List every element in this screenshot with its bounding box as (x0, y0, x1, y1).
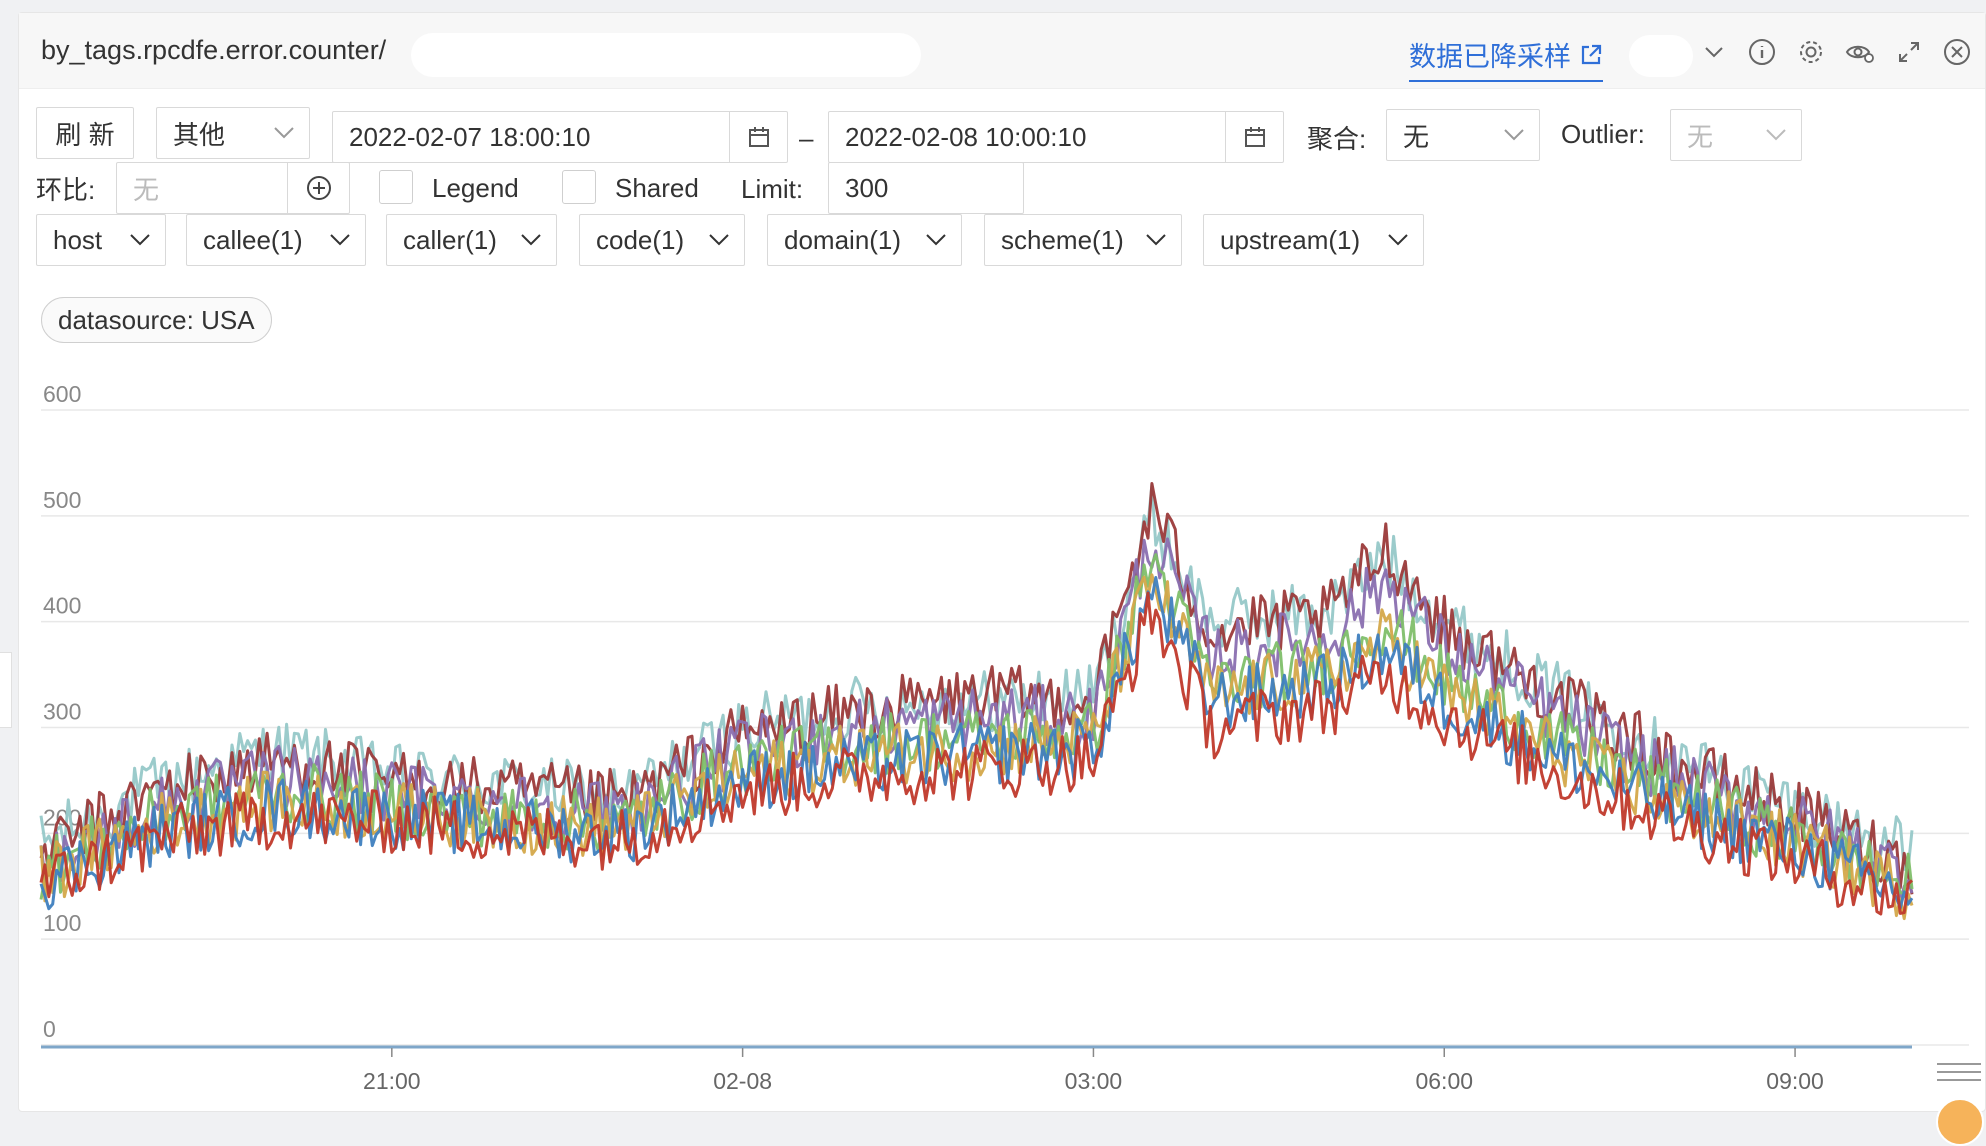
gear-icon[interactable] (1796, 37, 1826, 67)
datasource-chip[interactable]: datasource: USA (41, 297, 272, 343)
compare-placeholder: 无 (133, 174, 160, 205)
legend-checkbox[interactable] (379, 170, 413, 204)
agg-select-value: 无 (1403, 121, 1430, 152)
outlier-select-value: 无 (1687, 121, 1714, 152)
filter-5[interactable]: scheme(1) (984, 214, 1182, 266)
end-time-input[interactable]: 2022-02-08 10:00:10 (828, 111, 1284, 163)
x-tick-label: 03:00 (1065, 1068, 1123, 1094)
chevron-down-icon (130, 234, 150, 246)
chevron-down-icon (1504, 129, 1524, 141)
redacted-user (1629, 35, 1693, 77)
calendar-icon[interactable] (729, 112, 787, 162)
y-tick-label: 600 (43, 381, 81, 407)
other-select[interactable]: 其他 (156, 107, 310, 159)
chevron-down-icon (709, 234, 729, 246)
chart-panel: by_tags.rpcdfe.error.counter/ 数据已降采样 (18, 12, 1986, 1112)
y-tick-label: 300 (43, 699, 81, 725)
start-time-input[interactable]: 2022-02-07 18:00:10 (332, 111, 788, 163)
chevron-down-icon[interactable] (1699, 37, 1729, 67)
downsample-label: 数据已降采样 (1409, 42, 1571, 72)
datasource-chip-label: datasource: USA (58, 304, 255, 335)
filter-label: upstream(1) (1220, 224, 1361, 255)
chevron-down-icon (926, 234, 946, 246)
compare-input[interactable]: 无 (116, 162, 350, 214)
filter-label: scheme(1) (1001, 224, 1124, 255)
chevron-down-icon (1766, 129, 1786, 141)
outlier-select[interactable]: 无 (1670, 109, 1802, 161)
close-icon[interactable] (1942, 37, 1972, 67)
legend-label: Legend (432, 173, 519, 203)
expand-icon[interactable] (1894, 37, 1924, 67)
start-time-value: 2022-02-07 18:00:10 (349, 121, 591, 152)
downsample-link[interactable]: 数据已降采样 (1409, 35, 1603, 82)
assistant-avatar[interactable] (1936, 1098, 1984, 1146)
filter-1[interactable]: callee(1) (186, 214, 366, 266)
chevron-down-icon (330, 234, 350, 246)
limit-label: Limit: (741, 174, 804, 204)
filter-0[interactable]: host (36, 214, 166, 266)
chevron-down-icon (274, 127, 294, 139)
side-collapse-tab[interactable] (0, 652, 12, 728)
y-tick-label: 500 (43, 487, 81, 513)
limit-input[interactable]: 300 (828, 162, 1024, 214)
filter-label: host (53, 224, 103, 255)
filter-2[interactable]: caller(1) (386, 214, 557, 266)
shared-checkbox[interactable] (562, 170, 596, 204)
filter-label: callee(1) (203, 224, 303, 255)
filter-6[interactable]: upstream(1) (1203, 214, 1424, 266)
y-tick-label: 0 (43, 1016, 56, 1042)
x-tick-label: 02-08 (713, 1068, 772, 1094)
series-line (39, 591, 1914, 916)
x-tick-label: 06:00 (1415, 1068, 1473, 1094)
compare-label: 环比: (36, 175, 96, 205)
outlier-label: Outlier: (1561, 119, 1645, 149)
menu-lines-icon[interactable] (1937, 1063, 1981, 1087)
agg-select[interactable]: 无 (1386, 109, 1540, 161)
chevron-down-icon (1146, 234, 1166, 246)
y-tick-label: 100 (43, 910, 81, 936)
range-separator: – (799, 123, 814, 153)
filter-label: code(1) (596, 224, 685, 255)
series-line (39, 573, 1914, 921)
refresh-button[interactable]: 刷 新 (36, 107, 134, 159)
add-compare-icon[interactable] (287, 163, 349, 213)
metric-title: by_tags.rpcdfe.error.counter/ (41, 35, 387, 65)
other-select-value: 其他 (173, 119, 226, 150)
series-line (39, 576, 1914, 911)
shared-label: Shared (615, 173, 699, 203)
external-link-icon (1581, 44, 1602, 64)
x-tick-label: 21:00 (363, 1068, 421, 1094)
chevron-down-icon (1388, 234, 1408, 246)
x-tick-label: 09:00 (1766, 1068, 1824, 1094)
refresh-label: 刷 新 (55, 119, 115, 150)
chevron-down-icon (521, 234, 541, 246)
info-icon[interactable] (1747, 37, 1777, 67)
panel-header: by_tags.rpcdfe.error.counter/ 数据已降采样 (19, 13, 1985, 89)
filter-4[interactable]: domain(1) (767, 214, 962, 266)
calendar-icon[interactable] (1225, 112, 1283, 162)
filter-label: domain(1) (784, 224, 902, 255)
agg-label: 聚合: (1307, 124, 1367, 154)
filter-label: caller(1) (403, 224, 497, 255)
series-line (39, 482, 1914, 895)
limit-value: 300 (845, 172, 889, 203)
end-time-value: 2022-02-08 10:00:10 (845, 121, 1087, 152)
redacted-region (411, 33, 921, 77)
filter-3[interactable]: code(1) (579, 214, 745, 266)
y-tick-label: 400 (43, 593, 81, 619)
eye-settings-icon[interactable] (1845, 37, 1875, 67)
